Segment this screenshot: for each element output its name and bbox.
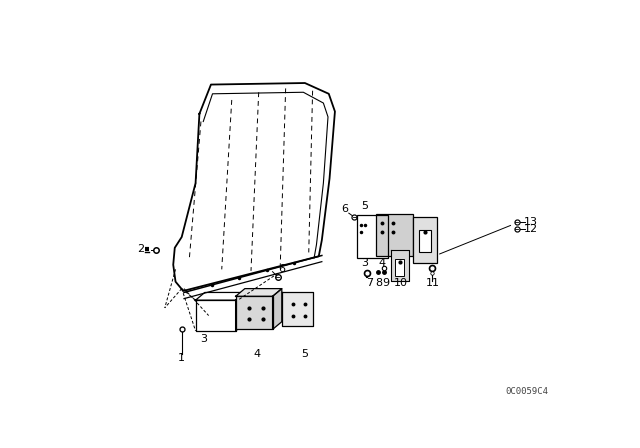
Text: 8: 8 xyxy=(375,278,382,288)
Text: 9: 9 xyxy=(382,278,389,288)
Text: 13: 13 xyxy=(524,217,538,227)
Text: 11: 11 xyxy=(426,278,440,288)
Text: 6: 6 xyxy=(278,264,285,274)
Text: 10: 10 xyxy=(394,278,408,288)
Text: 2: 2 xyxy=(138,244,145,254)
Bar xyxy=(395,258,404,276)
Text: 3: 3 xyxy=(200,334,207,344)
Text: 5: 5 xyxy=(362,201,369,211)
Polygon shape xyxy=(282,293,312,326)
Bar xyxy=(357,215,388,258)
Text: 5: 5 xyxy=(301,349,308,359)
Bar xyxy=(413,217,437,263)
Text: 7: 7 xyxy=(366,278,373,288)
Bar xyxy=(376,214,413,256)
Text: 0C0059C4: 0C0059C4 xyxy=(505,387,548,396)
Polygon shape xyxy=(391,250,409,281)
Text: 1: 1 xyxy=(178,353,185,363)
Bar xyxy=(419,230,431,252)
Polygon shape xyxy=(273,289,282,329)
Text: 3: 3 xyxy=(362,258,369,268)
Text: 12: 12 xyxy=(524,224,538,234)
Text: 4: 4 xyxy=(378,258,385,268)
Polygon shape xyxy=(236,289,282,296)
Polygon shape xyxy=(236,296,273,329)
Text: 4: 4 xyxy=(253,349,260,359)
Text: 6: 6 xyxy=(342,204,348,214)
